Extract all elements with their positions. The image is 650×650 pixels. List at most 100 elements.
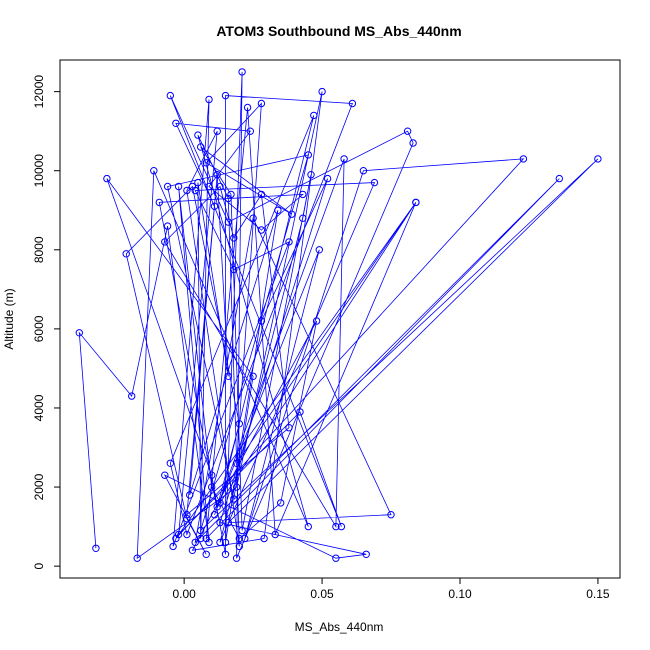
data-point [169,542,177,551]
data-point [186,491,194,499]
data-point [318,87,326,96]
data-point [241,534,249,543]
data-point [224,518,233,527]
data-point [122,250,130,258]
data-point [235,542,244,551]
y-axis: 0 2000 4000 6000 8000 10000 12000 [32,75,61,569]
data-point [337,522,346,531]
data-point [412,198,420,207]
data-point [163,182,172,191]
data-point [172,534,180,543]
data-point [216,518,224,527]
data-point [183,186,191,195]
data-point [332,522,340,531]
data-point [249,214,257,222]
data-point [299,190,307,199]
data-point [296,408,304,416]
data-point [285,424,293,432]
data-point [232,459,241,467]
data-point [227,190,235,199]
data-point [285,238,293,246]
data-point [260,534,268,543]
data-point [257,190,266,199]
data-point [323,174,332,183]
data-point [277,499,285,507]
data-point [307,171,315,179]
data-point [202,534,210,543]
y-tick-label: 2000 [32,473,46,500]
data-point [243,103,252,112]
data-point [155,198,164,207]
y-tick-label: 0 [32,562,46,569]
data-point [221,91,230,100]
data-point [221,550,230,558]
x-tick-label: 0.10 [448,587,472,601]
data-point [174,182,183,191]
data-point [210,511,219,519]
data-point [92,544,100,552]
data-point [197,143,205,151]
data-point [235,420,244,428]
data-point [230,234,238,242]
data-point [238,68,246,76]
data-point [210,202,219,211]
x-tick-label: 0.05 [310,587,334,601]
data-point [224,372,233,380]
data-point [191,538,199,547]
data-point [208,471,216,479]
data-point [103,174,111,183]
x-tick-label: 0.00 [172,587,196,601]
data-point [197,534,205,543]
data-point [75,329,84,337]
series-layer [75,68,602,562]
y-tick-label: 12000 [32,75,46,109]
data-point [362,550,370,558]
data-point [172,119,180,128]
data-point [232,554,241,562]
data-point [213,171,221,179]
data-point [304,522,312,531]
data-point [216,182,224,191]
data-point [274,206,282,215]
data-point [340,155,348,163]
data-point [555,174,563,183]
data-point [271,530,279,539]
data-point [230,495,238,503]
data-point [221,538,230,547]
data-point [197,526,205,535]
data-point [166,459,175,467]
data-point [205,182,213,191]
data-point [213,503,221,511]
data-point [150,167,158,175]
data-point [163,222,172,230]
x-axis: 0.00 0.05 0.10 0.15 [172,577,610,601]
data-point [208,483,216,491]
data-point [183,530,191,539]
y-axis-label: Altitude (m) [2,288,16,349]
data-point [257,317,266,325]
data-point [299,214,307,222]
data-point [205,95,213,104]
data-point [202,159,210,167]
data-point [310,111,318,120]
data-point [519,155,528,163]
data-point [246,127,255,135]
data-point [238,526,246,535]
y-tick-label: 4000 [32,394,46,421]
x-tick-label: 0.15 [586,587,610,601]
data-point [213,127,221,135]
data-point [594,155,602,163]
data-point [359,167,368,175]
data-point [128,392,136,400]
data-point [257,99,266,108]
data-point [249,372,257,380]
data-point [288,210,296,218]
data-point [332,554,340,562]
y-tick-label: 10000 [32,154,46,188]
data-point [315,246,323,254]
y-tick-label: 6000 [32,315,46,342]
y-tick-label: 8000 [32,236,46,263]
x-axis-label: MS_Abs_440nm [295,620,384,634]
data-point [403,127,412,135]
